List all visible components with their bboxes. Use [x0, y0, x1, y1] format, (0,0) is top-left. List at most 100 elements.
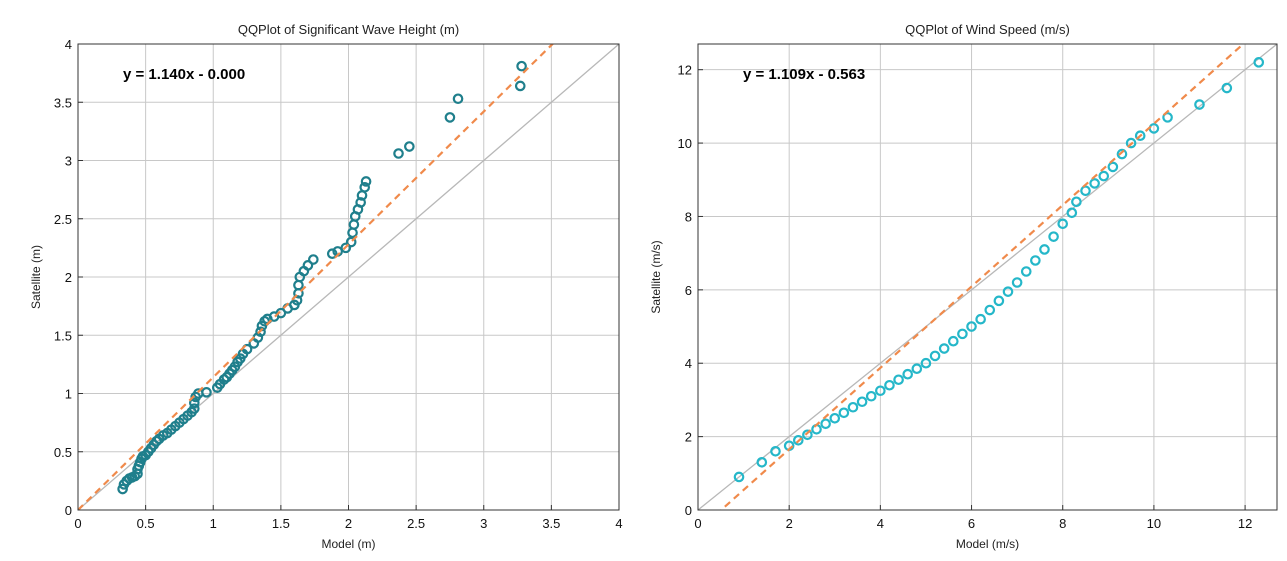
x-tick-label: 6 — [968, 516, 975, 531]
data-point — [1048, 231, 1059, 242]
data-point — [865, 390, 877, 402]
data-point — [189, 403, 200, 414]
y-tick-label: 0 — [65, 503, 72, 518]
data-point — [856, 396, 868, 408]
data-point — [302, 260, 314, 271]
y-tick-label: 1 — [65, 387, 72, 402]
data-point — [201, 387, 212, 398]
data-point — [275, 307, 287, 319]
data-point — [1071, 196, 1082, 208]
y-tick-label: 2 — [65, 270, 72, 285]
y-tick-label: 2.5 — [54, 212, 72, 227]
data-point — [1116, 148, 1128, 160]
data-point — [1057, 218, 1069, 230]
data-point — [929, 350, 941, 362]
data-point — [802, 429, 813, 441]
y-tick-label: 0 — [685, 503, 692, 518]
data-point — [756, 456, 768, 468]
x-tick-label: 1 — [210, 516, 217, 531]
data-point — [838, 407, 850, 419]
reference-line — [698, 44, 1277, 510]
y-tick-label: 4 — [65, 37, 72, 52]
data-point — [902, 368, 914, 380]
x-tick-label: 0.5 — [137, 516, 155, 531]
data-point — [189, 397, 200, 409]
data-point — [326, 248, 338, 259]
data-point — [1134, 130, 1146, 142]
data-point — [884, 379, 895, 391]
data-point — [516, 60, 527, 72]
qq-plot-wave-height: 0 0.5 1 1.5 2 2.5 3 3.5 4 0 0.5 1 1.5 2 2.5 3 3.5 4 QQPlot… — [29, 22, 623, 551]
x-tick-label: 2 — [345, 516, 352, 531]
data-point — [893, 374, 904, 386]
data-point — [444, 112, 456, 123]
y-tick-label: 4 — [685, 356, 692, 371]
qq-plot-wind-speed: 0 2 4 6 8 10 12 0 2 4 6 8 10 12 QQPlot of Wind Speed (… — [649, 22, 1278, 551]
data-point — [957, 328, 968, 340]
x-tick-label: 3.5 — [542, 516, 560, 531]
data-point — [820, 418, 831, 430]
fit-line — [719, 44, 1245, 510]
data-point — [1253, 57, 1265, 68]
data-point — [360, 176, 372, 187]
y-tick-label: 1.5 — [54, 328, 72, 343]
y-tick-label: 3 — [65, 154, 72, 169]
y-axis-label: Satellite (m) — [29, 245, 43, 309]
data-point — [308, 254, 319, 265]
x-tick-label: 3 — [480, 516, 487, 531]
data-point — [966, 321, 977, 332]
data-point — [733, 471, 745, 483]
data-point — [770, 445, 781, 457]
chart-title: QQPlot of Significant Wave Height (m) — [238, 22, 459, 37]
data-point — [340, 242, 352, 254]
data-point — [1030, 255, 1041, 266]
x-tick-label: 0 — [694, 516, 701, 531]
data-point — [255, 326, 266, 338]
x-tick-label: 1.5 — [272, 516, 290, 531]
fit-line — [78, 44, 555, 510]
data-point — [117, 483, 128, 495]
data-point — [938, 343, 950, 354]
data-point — [1066, 207, 1078, 219]
data-point — [1011, 277, 1023, 288]
data-point — [984, 304, 996, 316]
data-point — [1221, 82, 1233, 94]
data-point — [911, 363, 923, 375]
y-tick-label: 3.5 — [54, 95, 72, 110]
data-point — [1039, 244, 1050, 255]
data-point — [847, 401, 859, 413]
data-point — [875, 385, 886, 397]
y-tick-label: 0.5 — [54, 445, 72, 460]
x-tick-label: 2 — [786, 516, 793, 531]
data-point — [1125, 137, 1137, 149]
data-point — [452, 93, 464, 105]
x-tick-label: 12 — [1238, 516, 1252, 531]
y-tick-label: 12 — [678, 63, 692, 78]
y-axis-label: Satellite (m/s) — [649, 240, 663, 313]
data-point — [1080, 185, 1091, 197]
data-point — [920, 357, 932, 369]
data-point — [1162, 112, 1173, 123]
data-point — [975, 313, 986, 325]
data-point — [355, 197, 366, 208]
plot-frame — [697, 43, 1278, 511]
x-tick-label: 4 — [615, 516, 622, 531]
x-tick-label: 0 — [74, 516, 81, 531]
y-tick-label: 2 — [685, 430, 692, 445]
x-tick-label: 4 — [877, 516, 884, 531]
x-tick-label: 8 — [1059, 516, 1066, 531]
y-tick-label: 6 — [685, 283, 692, 298]
data-point — [514, 80, 526, 92]
fit-equation: y = 1.140x - 0.000 — [123, 66, 245, 83]
data-point — [359, 181, 371, 193]
data-point — [404, 141, 415, 152]
data-point — [993, 295, 1005, 307]
y-tick-label: 10 — [678, 136, 692, 151]
data-point — [393, 148, 404, 159]
data-point — [1089, 178, 1100, 189]
data-point — [829, 412, 841, 424]
data-point — [948, 335, 959, 347]
data-point — [1002, 286, 1014, 297]
data-point — [1194, 99, 1205, 110]
